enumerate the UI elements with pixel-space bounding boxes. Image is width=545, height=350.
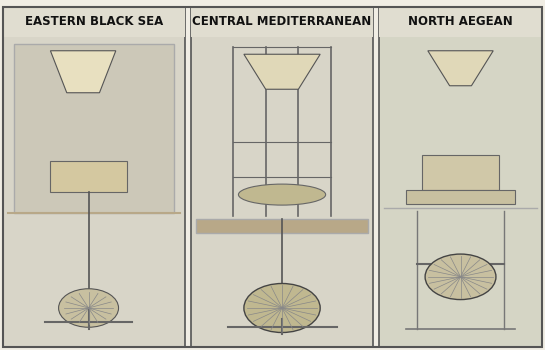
- Polygon shape: [50, 51, 116, 93]
- Circle shape: [244, 284, 320, 332]
- Bar: [406, 190, 515, 204]
- Bar: [422, 155, 499, 190]
- Text: CENTRAL MEDITERRANEAN: CENTRAL MEDITERRANEAN: [192, 15, 372, 28]
- Bar: [379, 7, 542, 346]
- Bar: [191, 7, 373, 37]
- Bar: [379, 7, 542, 37]
- Circle shape: [58, 289, 119, 327]
- Text: NORTH AEGEAN: NORTH AEGEAN: [408, 15, 513, 28]
- Bar: [191, 7, 373, 346]
- Polygon shape: [428, 51, 493, 86]
- Bar: [14, 44, 174, 213]
- Text: EASTERN BLACK SEA: EASTERN BLACK SEA: [25, 15, 163, 28]
- Bar: [3, 7, 185, 37]
- Ellipse shape: [238, 184, 326, 205]
- Bar: [3, 7, 185, 346]
- Polygon shape: [196, 219, 368, 233]
- Polygon shape: [244, 54, 320, 89]
- Bar: [50, 161, 126, 192]
- Circle shape: [425, 254, 496, 300]
